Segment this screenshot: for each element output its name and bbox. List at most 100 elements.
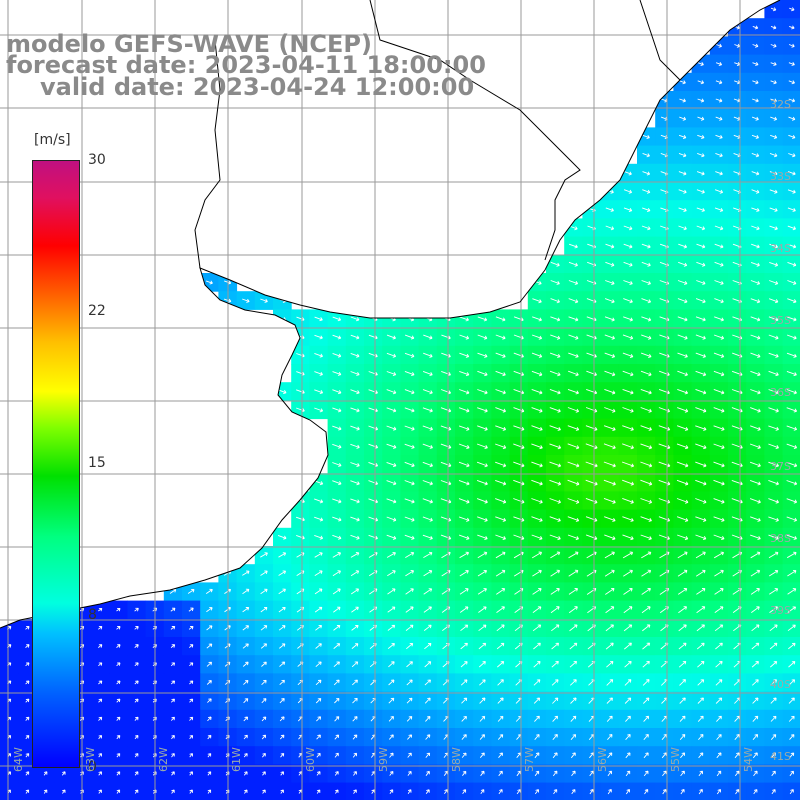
wind-arrow	[715, 134, 723, 139]
wind-arrow	[316, 771, 321, 776]
wind-arrow	[170, 680, 176, 685]
wind-arrow	[640, 516, 652, 522]
wind-arrow	[332, 316, 342, 322]
wind-arrow	[787, 243, 797, 249]
wind-arrow	[497, 734, 504, 740]
wind-arrow	[422, 534, 433, 540]
wind-arrow	[788, 153, 796, 158]
wind-arrow	[314, 334, 323, 340]
wind-arrow	[695, 388, 707, 395]
wind-arrow	[641, 606, 651, 614]
wind-arrow	[350, 462, 360, 468]
wind-arrow	[623, 624, 633, 632]
wind-arrow	[404, 407, 415, 413]
wind-arrow	[677, 280, 688, 285]
wind-arrow	[351, 643, 359, 649]
wind-arrow	[695, 551, 706, 559]
wind-arrow	[770, 715, 777, 722]
wind-arrow	[642, 134, 650, 140]
wind-arrow	[678, 189, 687, 194]
wind-arrow	[678, 624, 687, 632]
wind-arrow	[459, 370, 470, 377]
wind-arrow	[695, 479, 707, 486]
wind-arrow	[678, 243, 688, 249]
wind-arrow	[260, 588, 268, 595]
wind-arrow	[532, 298, 542, 304]
wind-arrow	[531, 534, 543, 541]
wind-arrow	[640, 425, 652, 431]
wind-arrow	[751, 243, 760, 249]
wind-arrow	[404, 443, 415, 449]
wind-arrow	[770, 697, 777, 704]
wind-arrow	[624, 697, 632, 704]
wind-arrow	[569, 624, 578, 632]
wind-arrow	[568, 352, 579, 358]
wind-arrow	[714, 261, 724, 267]
wind-arrow	[189, 698, 194, 703]
wind-arrow	[495, 425, 507, 431]
wind-arrow	[278, 588, 286, 595]
wind-arrow	[751, 679, 759, 686]
wind-arrow	[242, 625, 250, 631]
wind-arrow	[479, 715, 486, 722]
wind-arrow	[479, 679, 486, 686]
wind-arrow	[332, 371, 342, 376]
wind-arrow	[644, 788, 649, 795]
wind-arrow	[788, 642, 796, 650]
wind-arrow	[640, 479, 653, 486]
wind-arrow	[350, 407, 360, 413]
wind-arrow	[406, 642, 414, 650]
wind-arrow	[458, 516, 470, 522]
wind-arrow	[751, 189, 760, 194]
wind-arrow	[479, 734, 485, 740]
wind-arrow	[422, 461, 433, 468]
wind-arrow	[404, 516, 415, 522]
wind-arrow	[750, 516, 761, 522]
wind-arrow	[585, 516, 598, 522]
wind-arrow	[25, 789, 30, 794]
wind-arrow	[534, 752, 540, 759]
wind-arrow	[769, 624, 778, 632]
wind-arrow	[750, 534, 761, 541]
lat-label: 33S	[770, 170, 791, 183]
wind-arrow	[770, 61, 777, 66]
wind-arrow	[550, 334, 561, 340]
wind-arrow	[243, 753, 248, 758]
wind-arrow	[279, 643, 286, 649]
wind-arrow	[116, 644, 121, 648]
wind-arrow	[770, 43, 777, 48]
wind-arrow	[787, 171, 796, 176]
wind-arrow	[714, 569, 724, 577]
wind-arrow	[260, 552, 268, 558]
wind-arrow	[769, 189, 778, 194]
wind-arrow	[350, 389, 360, 395]
wind-arrow	[315, 661, 322, 668]
wind-arrow	[495, 316, 506, 322]
wind-arrow	[531, 498, 543, 504]
wind-arrow	[788, 697, 795, 704]
wind-arrow	[116, 753, 121, 758]
wind-arrow	[134, 734, 139, 740]
wind-arrow	[188, 607, 194, 612]
wind-arrow	[207, 789, 212, 794]
wind-arrow	[714, 624, 724, 632]
wind-arrow	[477, 389, 488, 395]
wind-arrow	[332, 552, 342, 558]
wind-arrow	[567, 479, 580, 486]
wind-arrow	[498, 789, 503, 795]
wind-arrow	[696, 606, 706, 614]
wind-arrow	[676, 498, 689, 504]
wind-arrow	[262, 771, 266, 776]
wind-arrow	[388, 697, 395, 704]
wind-arrow	[171, 789, 175, 794]
wind-arrow	[170, 716, 175, 721]
wind-arrow	[206, 643, 213, 649]
wind-arrow	[116, 626, 121, 630]
wind-arrow	[641, 569, 652, 577]
wind-arrow	[623, 280, 633, 286]
wind-arrow	[624, 642, 632, 650]
wind-arrow	[334, 752, 339, 758]
wind-arrow	[477, 588, 487, 595]
wind-arrow	[315, 697, 322, 704]
